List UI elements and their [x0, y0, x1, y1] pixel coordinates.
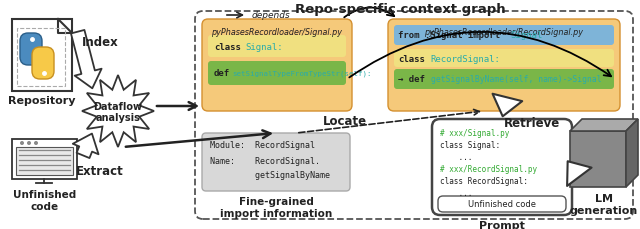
Text: # xxx/Signal.py: # xxx/Signal.py [440, 129, 509, 138]
Bar [17, 29, 65, 87]
Text: Signal: Signal [510, 31, 542, 40]
Text: ...: ... [440, 153, 472, 162]
Text: depends: depends [252, 11, 291, 20]
Text: Signal:: Signal: [245, 42, 283, 51]
FancyBboxPatch shape [394, 26, 614, 46]
Text: LM
generation: LM generation [570, 193, 638, 215]
Polygon shape [570, 120, 638, 131]
FancyBboxPatch shape [208, 62, 346, 86]
FancyBboxPatch shape [394, 70, 614, 90]
Text: Repository: Repository [8, 95, 76, 106]
Text: → def: → def [398, 75, 425, 84]
Text: class: class [398, 54, 425, 63]
Bar [16, 147, 73, 175]
Circle shape [34, 141, 38, 145]
Bar [12, 139, 77, 179]
Text: class Signal:: class Signal: [440, 141, 500, 150]
Text: pyPhasesRecordloader/Signal.py: pyPhasesRecordloader/Signal.py [211, 28, 342, 37]
Text: Name:    RecordSignal.: Name: RecordSignal. [210, 156, 320, 165]
Polygon shape [570, 131, 626, 187]
Text: Fine-grained
import information: Fine-grained import information [220, 196, 332, 218]
Text: analysis: analysis [95, 112, 140, 123]
FancyBboxPatch shape [32, 48, 54, 80]
Bar [12, 20, 72, 92]
Text: from .Signal import: from .Signal import [398, 31, 500, 40]
Polygon shape [626, 120, 638, 187]
Text: RecordSignal:: RecordSignal: [430, 54, 500, 63]
Text: ...: ... [440, 189, 472, 198]
FancyBboxPatch shape [202, 134, 350, 191]
Text: Extract: Extract [76, 165, 124, 178]
Text: pyPhasesRecordloader/RecordSignal.py: pyPhasesRecordloader/RecordSignal.py [424, 28, 584, 37]
Text: Locate: Locate [323, 115, 367, 128]
Text: Unfinished code: Unfinished code [468, 200, 536, 209]
FancyBboxPatch shape [388, 20, 620, 112]
Text: # xxx/RecordSignal.py: # xxx/RecordSignal.py [440, 165, 537, 174]
Polygon shape [82, 76, 154, 147]
FancyArrowPatch shape [349, 33, 611, 78]
FancyBboxPatch shape [432, 120, 572, 215]
Text: getSignalByName(self, name)->Signal: getSignalByName(self, name)->Signal [431, 75, 602, 84]
Circle shape [27, 141, 31, 145]
FancyBboxPatch shape [208, 36, 346, 58]
Text: class: class [214, 42, 241, 51]
Text: Unfinished
code: Unfinished code [13, 189, 76, 211]
Circle shape [20, 141, 24, 145]
Text: getSignalByName: getSignalByName [210, 171, 330, 180]
FancyBboxPatch shape [438, 196, 566, 212]
Text: Retrieve: Retrieve [504, 117, 560, 129]
Text: Module:  RecordSignal: Module: RecordSignal [210, 141, 315, 150]
Text: class RecordSignal:: class RecordSignal: [440, 177, 528, 186]
FancyBboxPatch shape [202, 20, 352, 112]
Text: Dataflow: Dataflow [93, 101, 143, 112]
Text: Index: Index [82, 36, 118, 49]
FancyBboxPatch shape [394, 50, 614, 68]
Text: def: def [214, 69, 230, 78]
FancyBboxPatch shape [20, 34, 42, 66]
Text: Repo-specific context graph: Repo-specific context graph [294, 3, 506, 16]
Text: Prompt: Prompt [479, 220, 525, 229]
FancyArrowPatch shape [344, 8, 394, 18]
Text: setSignalTypeFromTypeStr(self):: setSignalTypeFromTypeStr(self): [232, 71, 371, 77]
